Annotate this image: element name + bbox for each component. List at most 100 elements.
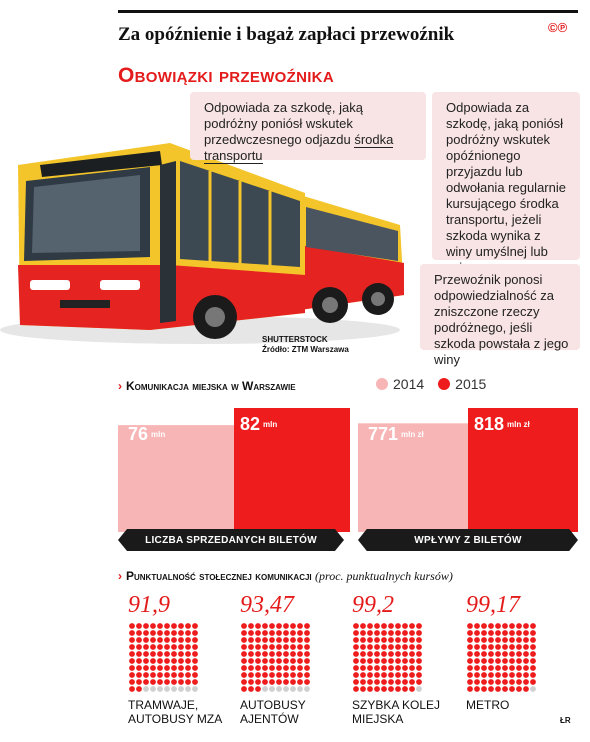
group-label-revenue: Wpływy z biletów (358, 529, 578, 551)
dot (360, 658, 366, 664)
dot (353, 630, 359, 636)
dot (381, 637, 387, 643)
dot (262, 665, 268, 671)
dot (192, 672, 198, 678)
dot (474, 623, 480, 629)
dot (395, 665, 401, 671)
dot-matrix-skm (353, 623, 422, 692)
dot (262, 644, 268, 650)
dot (474, 658, 480, 664)
dot (530, 672, 536, 678)
dot (136, 651, 142, 657)
dot (388, 686, 394, 692)
dot (509, 630, 515, 636)
source-text: Źródło: ZTM Warszawa (262, 345, 349, 354)
bar-1-2014 (358, 423, 468, 532)
dot (178, 672, 184, 678)
dot (136, 630, 142, 636)
dot (192, 665, 198, 671)
dot (395, 672, 401, 678)
photo-credit: SHUTTERSTOCK Źródło: ZTM Warszawa (262, 335, 349, 355)
photo-credit-text: SHUTTERSTOCK (262, 335, 328, 344)
bar-value-tickets-2015-number: 82 (240, 414, 261, 434)
dot (248, 686, 254, 692)
dot (360, 630, 366, 636)
dot (416, 672, 422, 678)
dot (353, 637, 359, 643)
dot (353, 651, 359, 657)
dot (304, 658, 310, 664)
dot (388, 679, 394, 685)
dot (157, 651, 163, 657)
dot (304, 644, 310, 650)
dot (502, 665, 508, 671)
dot (488, 637, 494, 643)
bar-0-2014 (118, 425, 234, 532)
dot (416, 679, 422, 685)
dot (248, 651, 254, 657)
dot (502, 644, 508, 650)
dot (509, 637, 515, 643)
punctuality-label-skm: Szybka Kolej Miejska (352, 698, 441, 726)
dot (395, 644, 401, 650)
punctuality-value-buses: 93,47 (240, 592, 294, 618)
dot (388, 630, 394, 636)
dot (367, 665, 373, 671)
dot (276, 658, 282, 664)
dot (178, 658, 184, 664)
dot (129, 679, 135, 685)
dot (297, 630, 303, 636)
dot (157, 630, 163, 636)
dot (523, 651, 529, 657)
dot (388, 623, 394, 629)
dot (178, 623, 184, 629)
dot (367, 658, 373, 664)
punctuality-label-buses: Autobusy ajentów (240, 698, 306, 726)
dot (381, 665, 387, 671)
dot (395, 630, 401, 636)
dot (185, 658, 191, 664)
dot (388, 672, 394, 678)
dot (509, 686, 515, 692)
dot (523, 658, 529, 664)
dot (516, 672, 522, 678)
dot (150, 672, 156, 678)
dot (495, 644, 501, 650)
dot (523, 630, 529, 636)
dot (495, 651, 501, 657)
dot (157, 644, 163, 650)
dot (269, 686, 275, 692)
dot (276, 623, 282, 629)
dot (495, 672, 501, 678)
dot (467, 658, 473, 664)
dot (192, 623, 198, 629)
dot (523, 644, 529, 650)
legend-swatch-2015 (438, 378, 451, 390)
dot (367, 686, 373, 692)
dot (502, 679, 508, 685)
dot (248, 623, 254, 629)
dot (290, 644, 296, 650)
dot (409, 679, 415, 685)
ticket-bars-chart (118, 408, 578, 532)
dot (416, 651, 422, 657)
dot (360, 651, 366, 657)
dot (164, 651, 170, 657)
dot (395, 686, 401, 692)
dot (395, 658, 401, 664)
dot (523, 623, 529, 629)
dot (409, 637, 415, 643)
bar-value-tickets-2014-number: 76 (128, 424, 149, 444)
dot (248, 630, 254, 636)
dot (192, 679, 198, 685)
dot-matrix-buses (241, 623, 310, 692)
dot (516, 665, 522, 671)
dot (402, 679, 408, 685)
dot (150, 637, 156, 643)
dot (481, 651, 487, 657)
dot (353, 679, 359, 685)
dot (304, 679, 310, 685)
dot (276, 672, 282, 678)
dot (157, 686, 163, 692)
dot (467, 672, 473, 678)
